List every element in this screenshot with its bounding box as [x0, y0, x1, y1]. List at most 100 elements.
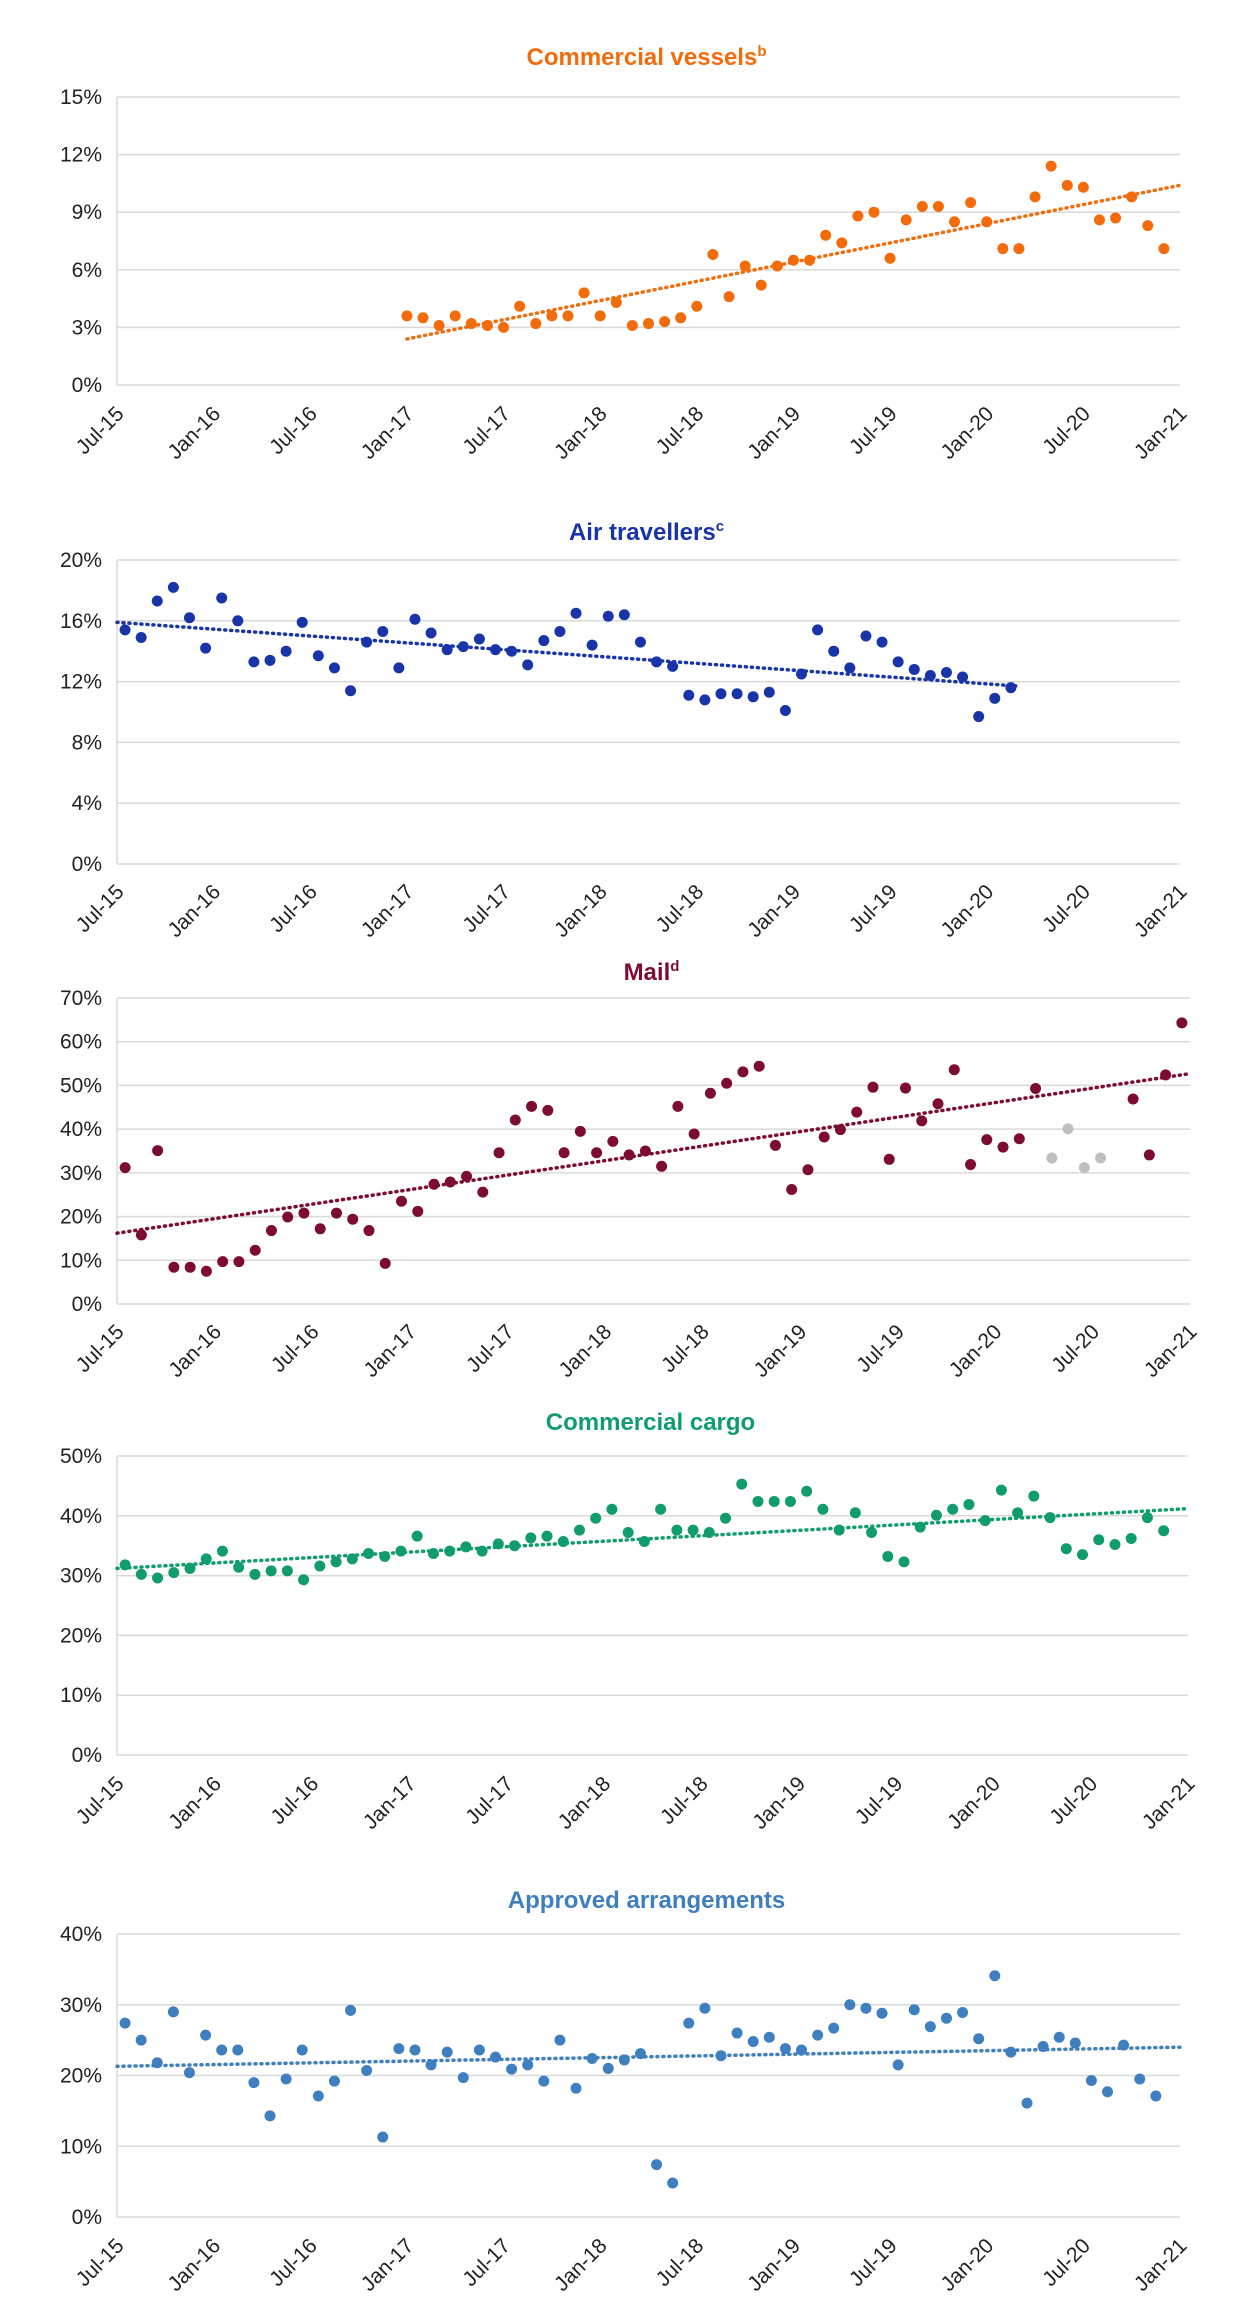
x-tick-label: Jan-16 — [163, 880, 225, 942]
data-point — [280, 645, 292, 657]
data-point — [395, 1545, 407, 1557]
chart-cargo: Commercial cargo 0% 10% 20% 30% 40% 50% Jul-15 J… — [60, 1409, 1200, 1834]
y-tick-label: 40% — [60, 1118, 102, 1141]
x-tick-label: Jul-20 — [1038, 880, 1095, 937]
data-point — [396, 1195, 408, 1207]
data-point — [656, 1160, 668, 1172]
data-point — [812, 2029, 824, 2041]
data-point — [949, 216, 961, 228]
y-tick-label: 10% — [60, 2135, 102, 2158]
data-point — [1118, 2039, 1130, 2051]
trend-line — [115, 2045, 1182, 2069]
data-point — [801, 1485, 813, 1497]
data-point — [449, 310, 461, 322]
data-point — [554, 625, 566, 637]
data-point — [1093, 214, 1105, 226]
data-point — [522, 2059, 534, 2071]
data-point — [602, 2062, 614, 2074]
data-point — [298, 1207, 310, 1219]
y-tick-label: 70% — [60, 987, 102, 1010]
data-point — [280, 2073, 292, 2085]
data-point — [200, 642, 212, 654]
data-point — [152, 1145, 164, 1157]
x-tick-label: Jul-17 — [462, 1320, 519, 1377]
data-point — [167, 581, 179, 593]
data-point — [168, 1261, 180, 1273]
data-point — [965, 1159, 977, 1171]
data-point — [908, 2004, 920, 2016]
x-tick-label: Jul-19 — [845, 2234, 902, 2291]
data-point — [444, 1176, 456, 1188]
data-point — [623, 1149, 635, 1161]
y-tick-label: 30% — [60, 1565, 102, 1588]
data-point — [851, 1106, 863, 1118]
data-point — [1060, 1543, 1072, 1555]
data-point — [828, 2022, 840, 2034]
x-tick-label: Jan-20 — [943, 1772, 1005, 1834]
data-point — [119, 1559, 131, 1571]
data-point — [755, 279, 767, 291]
data-point — [703, 1527, 715, 1539]
data-point — [1085, 2074, 1097, 2086]
chart-vessels: Commercial vesselsb 0% 3% 6% 9% 12% 15% Jul-15 J… — [60, 43, 1192, 464]
data-point — [683, 2017, 695, 2029]
data-point — [747, 691, 759, 703]
data-point — [428, 1178, 440, 1190]
data-point — [557, 1536, 569, 1548]
data-point — [586, 639, 598, 651]
x-tick-label: Jan-20 — [937, 880, 999, 942]
data-point — [427, 1547, 439, 1559]
data-point — [1021, 2097, 1033, 2109]
data-point — [135, 1229, 147, 1241]
data-point — [866, 1527, 878, 1539]
data-point — [1037, 2040, 1049, 2052]
y-tick-label: 0% — [72, 1293, 102, 1316]
data-point — [787, 254, 799, 266]
x-tick-label: Jul-20 — [1038, 2234, 1095, 2291]
data-point — [1013, 243, 1025, 255]
y-tick-label: 12% — [60, 671, 102, 694]
x-tick-label: Jul-15 — [72, 880, 129, 937]
x-tick-label: Jul-18 — [652, 2234, 709, 2291]
data-point — [184, 1562, 196, 1574]
y-tick-label: 0% — [72, 1744, 102, 1767]
data-point — [834, 1124, 846, 1136]
x-tick-label: Jul-16 — [265, 880, 322, 937]
data-point — [249, 1568, 261, 1580]
data-point — [786, 1183, 798, 1195]
x-tick-label: Jul-20 — [1038, 402, 1095, 459]
data-point — [940, 666, 952, 678]
chart-title: Commercial vesselsb — [527, 43, 767, 71]
data-point — [200, 1265, 212, 1277]
data-point — [651, 656, 663, 668]
data-point — [282, 1211, 294, 1223]
x-tick-label: Jan-17 — [359, 1772, 421, 1834]
data-point — [411, 1530, 423, 1542]
data-point — [1013, 1133, 1025, 1145]
data-point — [930, 1509, 942, 1521]
y-tick-label: 3% — [72, 316, 102, 339]
x-tick-label: Jan-18 — [555, 1320, 617, 1382]
data-point — [232, 615, 244, 627]
data-point — [924, 2021, 936, 2033]
data-point — [828, 645, 840, 657]
data-point — [590, 1512, 602, 1524]
data-point — [626, 319, 638, 331]
data-point — [135, 632, 147, 644]
x-tick-label: Jan-18 — [554, 1772, 616, 1834]
data-point — [981, 216, 993, 228]
data-point — [393, 2043, 405, 2055]
chart-title-footnote: d — [670, 958, 679, 975]
x-tick-label: Jan-21 — [1130, 402, 1192, 464]
x-tick-label: Jul-15 — [72, 1320, 129, 1377]
x-tick-label: Jul-15 — [72, 1772, 129, 1829]
y-tick-label: 30% — [60, 1994, 102, 2017]
data-point — [1077, 1549, 1089, 1561]
y-tick-label: 10% — [60, 1249, 102, 1272]
x-tick-label: Jul-17 — [458, 880, 515, 937]
data-point — [477, 1186, 489, 1198]
chart-title-text: Approved arrangements — [508, 1887, 785, 1914]
data-point — [973, 2033, 985, 2045]
data-point — [683, 689, 695, 701]
data-point — [763, 2031, 775, 2043]
